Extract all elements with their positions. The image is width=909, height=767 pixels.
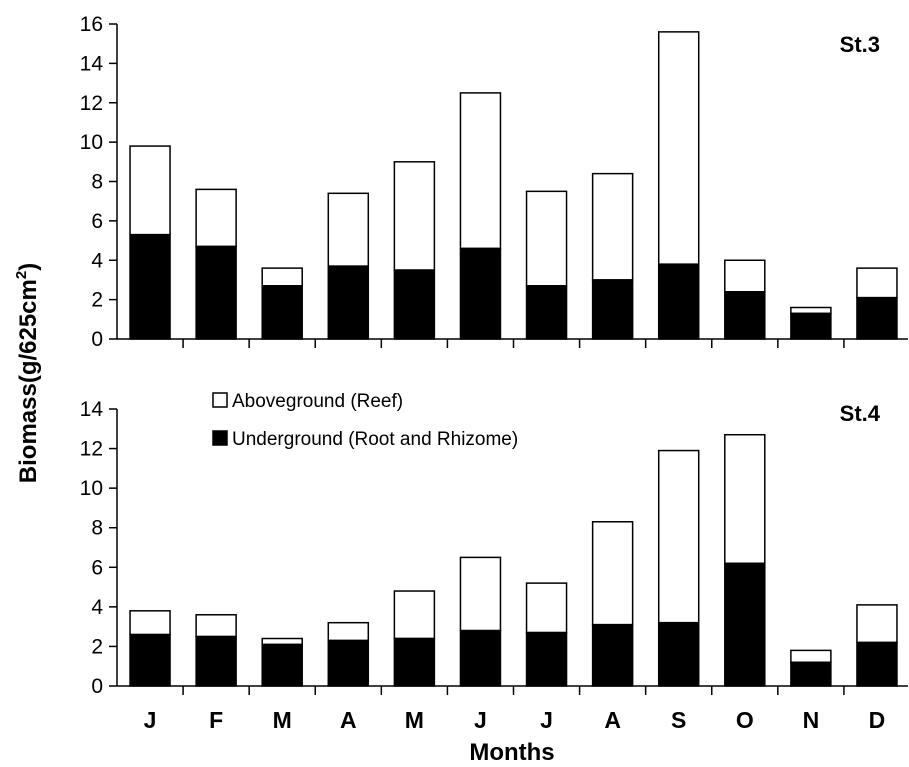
- bar-aboveground: [525, 582, 568, 634]
- y-tick-label: 16: [80, 13, 103, 36]
- legend-swatch-aboveground: [212, 392, 228, 408]
- bar-underground: [724, 562, 766, 687]
- bar-aboveground: [657, 449, 700, 624]
- y-tick-label: 12: [80, 438, 103, 461]
- x-tick-label: J: [144, 707, 157, 733]
- bar-underground: [393, 269, 436, 340]
- bar-aboveground: [195, 614, 237, 638]
- bar-aboveground: [459, 556, 502, 632]
- bar-underground: [790, 661, 832, 687]
- y-tick-label: 8: [91, 517, 103, 540]
- bar-aboveground: [591, 521, 634, 626]
- x-tick-label: M: [405, 707, 424, 733]
- bar-aboveground: [195, 188, 237, 248]
- bar-aboveground: [393, 590, 436, 640]
- y-tick-label: 8: [91, 171, 103, 194]
- x-tick-label: J: [540, 707, 553, 733]
- x-tick-label: J: [474, 707, 487, 733]
- bar-underground: [591, 279, 634, 340]
- x-tick-label: A: [340, 707, 357, 733]
- bar-underground: [790, 312, 832, 340]
- x-tick-label: M: [273, 707, 292, 733]
- bar-aboveground: [459, 92, 502, 250]
- chart-panel-st4: 0 2 4 6 8 10 12 14: [80, 398, 908, 698]
- bar-aboveground: [724, 259, 766, 293]
- bar-aboveground: [790, 306, 832, 315]
- bar-underground: [724, 291, 766, 340]
- bar-underground: [129, 233, 171, 340]
- legend-label-underground: Underground (Root and Rhizome): [232, 429, 518, 450]
- y-tick-label: 0: [91, 675, 103, 698]
- bar-underground: [195, 245, 237, 340]
- legend-label-aboveground: Aboveground (Reef): [232, 391, 403, 412]
- bar-aboveground: [724, 433, 766, 565]
- bar-aboveground: [327, 192, 370, 267]
- bar-aboveground: [525, 190, 568, 287]
- chart-panel-st3: 0 2 4 6 8 10 12 14 16: [80, 13, 908, 351]
- y-tick-label: 4: [91, 249, 103, 272]
- bar-underground: [591, 623, 634, 687]
- x-tick-label: S: [671, 707, 686, 733]
- bar-underground: [525, 285, 568, 340]
- bar-underground: [657, 263, 700, 340]
- y-axis-title: Biomass(g/625cm2): [13, 263, 42, 483]
- bar-aboveground: [129, 610, 171, 636]
- x-tick-label: D: [869, 707, 886, 733]
- x-tick-label: F: [209, 707, 223, 733]
- y-tick-label: 10: [80, 477, 103, 500]
- bar-underground: [129, 633, 171, 687]
- legend: Aboveground (Reef) Underground (Root and…: [212, 391, 518, 450]
- y-axis-title-end: ): [15, 263, 42, 271]
- y-tick-label: 14: [80, 52, 104, 75]
- x-tick-label: A: [604, 707, 621, 733]
- bar-underground: [459, 247, 502, 340]
- bar-underground: [261, 643, 303, 687]
- bar-underground: [657, 621, 700, 687]
- y-tick-label: 2: [91, 289, 103, 312]
- bar-underground: [525, 631, 568, 687]
- y-tick-label: 4: [91, 596, 103, 619]
- bar-aboveground: [657, 31, 700, 265]
- legend-swatch-underground: [212, 430, 228, 446]
- bar-aboveground: [856, 604, 898, 644]
- bar-underground: [459, 629, 502, 687]
- y-tick-label: 12: [80, 92, 103, 115]
- y-tick-label: 6: [91, 210, 103, 233]
- y-tick-label: 14: [80, 398, 104, 421]
- y-axis-title-sup: 2: [13, 271, 30, 279]
- y-tick-label: 10: [80, 131, 103, 154]
- y-axis-title-main: Biomass(g/625cm: [15, 279, 42, 483]
- bar-underground: [856, 296, 898, 340]
- x-tick-label: N: [803, 707, 820, 733]
- bar-underground: [393, 637, 436, 687]
- bar-underground: [195, 635, 237, 687]
- y-tick-label: 0: [91, 328, 103, 351]
- panel-label-st4: St.4: [840, 401, 881, 426]
- panel-label-st3: St.3: [840, 32, 880, 57]
- bar-underground: [327, 639, 370, 687]
- bar-underground: [327, 265, 370, 340]
- x-tick-label: O: [736, 707, 754, 733]
- bar-underground: [261, 285, 303, 340]
- bar-aboveground: [327, 621, 370, 642]
- bar-aboveground: [856, 267, 898, 299]
- bar-aboveground: [393, 161, 436, 271]
- bar-aboveground: [129, 145, 171, 236]
- bar-aboveground: [261, 637, 303, 646]
- y-tick-label: 2: [91, 635, 103, 658]
- bar-aboveground: [790, 649, 832, 664]
- bar-aboveground: [591, 172, 634, 281]
- x-axis-title: Months: [469, 739, 554, 766]
- bar-aboveground: [261, 267, 303, 287]
- y-tick-label: 6: [91, 556, 103, 579]
- bar-underground: [856, 641, 898, 687]
